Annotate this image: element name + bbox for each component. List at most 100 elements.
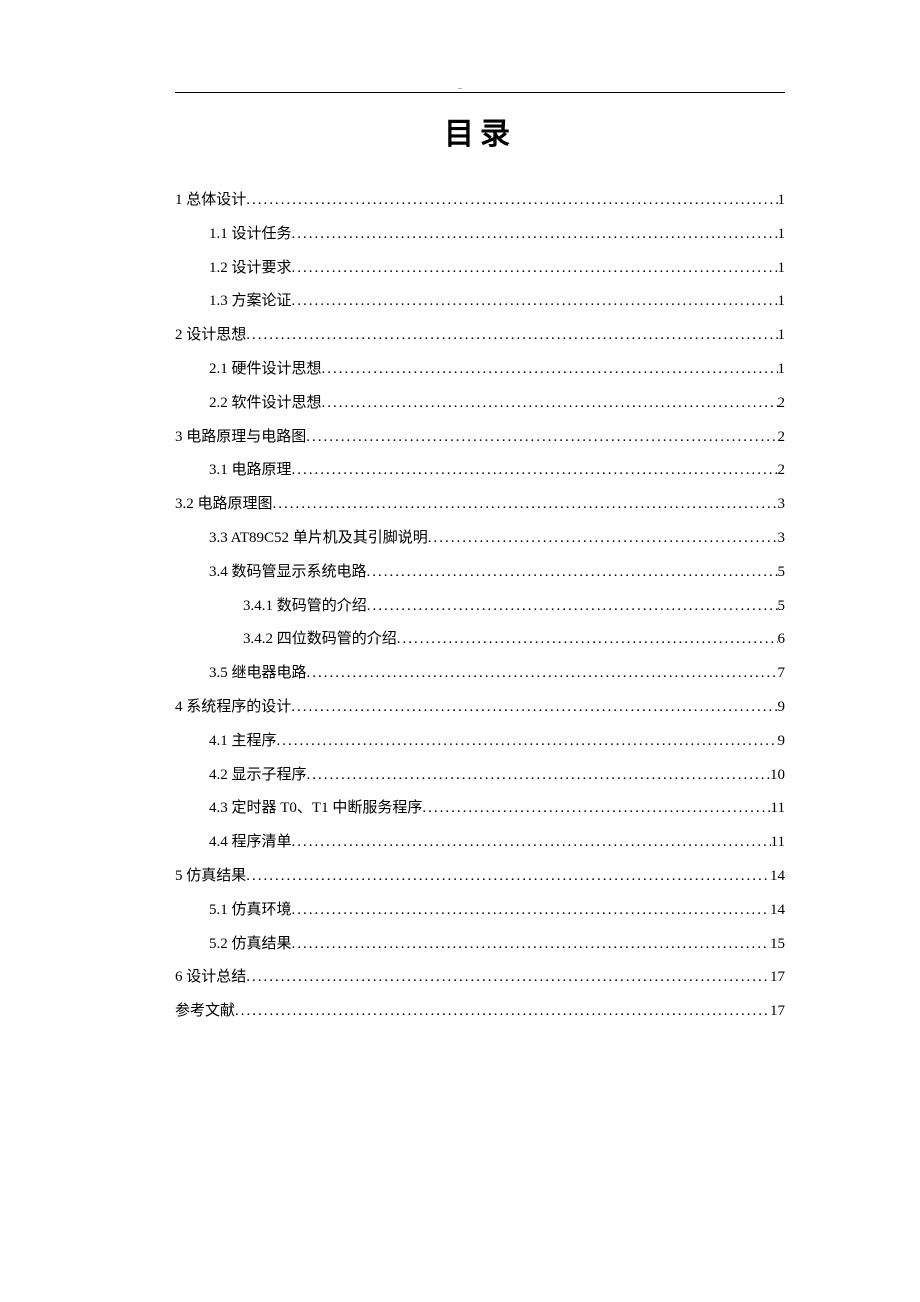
toc-entry-label: 参考文献 <box>175 1004 235 1019</box>
toc-entry: 3.3 AT89C52 单片机及其引脚说明 3 <box>175 531 785 546</box>
toc-leader-dots <box>292 903 770 918</box>
toc-entry-page: 3 <box>778 531 786 546</box>
header-rule <box>175 92 785 93</box>
toc-leader-dots <box>235 1004 770 1019</box>
toc-entry: 1.1 设计任务 1 <box>175 227 785 242</box>
toc-entry: 1.3 方案论证 1 <box>175 294 785 309</box>
toc-entry-page: 1 <box>778 294 786 309</box>
toc-entry-label: 2.1 硬件设计思想 <box>209 362 322 377</box>
toc-entry-label: 2.2 软件设计思想 <box>209 396 322 411</box>
toc-leader-dots <box>277 734 778 749</box>
toc-entry-label: 3.4.2 四位数码管的介绍 <box>243 632 397 647</box>
toc-entry: 1.2 设计要求 1 <box>175 261 785 276</box>
toc-entry-label: 1.1 设计任务 <box>209 227 292 242</box>
toc-leader-dots <box>292 294 778 309</box>
toc-entry: 3.5 继电器电路 7 <box>175 666 785 681</box>
toc-entry-page: 3 <box>778 497 786 512</box>
toc-entry: 5.2 仿真结果 15 <box>175 937 785 952</box>
toc-entry-page: 1 <box>778 261 786 276</box>
toc-leader-dots <box>367 565 778 580</box>
toc-entry-page: 11 <box>771 801 785 816</box>
toc-entry-page: 2 <box>778 396 786 411</box>
toc-entry-label: 3.1 电路原理 <box>209 463 292 478</box>
toc-entry: 3.4.2 四位数码管的介绍 6 <box>175 632 785 647</box>
toc-leader-dots <box>246 193 777 208</box>
toc-leader-dots <box>397 632 778 647</box>
toc-entry-page: 1 <box>778 362 786 377</box>
toc-entry-page: 14 <box>770 903 785 918</box>
toc-entry: 1 总体设计 1 <box>175 193 785 208</box>
toc-leader-dots <box>428 531 778 546</box>
toc-entry-page: 6 <box>778 632 786 647</box>
toc-entry-page: 15 <box>770 937 785 952</box>
toc-entry-label: 4.4 程序清单 <box>209 835 292 850</box>
toc-leader-dots <box>292 227 778 242</box>
toc-leader-dots <box>422 801 770 816</box>
toc-leader-dots <box>322 362 778 377</box>
header-mark: .. <box>458 82 462 91</box>
toc-entry-page: 5 <box>778 565 786 580</box>
toc-entry-page: 14 <box>770 869 785 884</box>
toc-entry-label: 3 电路原理与电路图 <box>175 430 306 445</box>
toc-leader-dots <box>292 937 770 952</box>
toc-entry: 3.4.1 数码管的介绍 5 <box>175 599 785 614</box>
toc-entry: 3 电路原理与电路图 2 <box>175 430 785 445</box>
toc-entry-page: 2 <box>778 430 786 445</box>
toc-entry-page: 1 <box>778 227 786 242</box>
toc-entry: 5 仿真结果 14 <box>175 869 785 884</box>
toc-entry-page: 17 <box>770 970 785 985</box>
toc-entry-page: 10 <box>770 768 785 783</box>
toc-entry: 3.4 数码管显示系统电路 5 <box>175 565 785 580</box>
toc-entry-page: 2 <box>778 463 786 478</box>
toc-entry: 参考文献17 <box>175 1004 785 1019</box>
toc-entry-label: 1 总体设计 <box>175 193 246 208</box>
toc-entry: 4 系统程序的设计 9 <box>175 700 785 715</box>
toc-entry-label: 1.2 设计要求 <box>209 261 292 276</box>
toc-entry: 6 设计总结 17 <box>175 970 785 985</box>
toc-entry-page: 11 <box>771 835 785 850</box>
toc-leader-dots <box>367 599 778 614</box>
toc-entry: 4.1 主程序 9 <box>175 734 785 749</box>
toc-entry: 2 设计思想 1 <box>175 328 785 343</box>
toc-leader-dots <box>292 261 778 276</box>
toc-leader-dots <box>322 396 778 411</box>
toc-entry-label: 3.4.1 数码管的介绍 <box>243 599 367 614</box>
page-title: 目录 <box>175 109 785 153</box>
toc-leader-dots <box>246 970 770 985</box>
toc-entry: 3.1 电路原理 2 <box>175 463 785 478</box>
toc-leader-dots <box>292 463 778 478</box>
toc-entry: 4.4 程序清单 11 <box>175 835 785 850</box>
toc-entry: 4.2 显示子程序 10 <box>175 768 785 783</box>
toc-entry-page: 7 <box>778 666 786 681</box>
toc-leader-dots <box>291 700 777 715</box>
toc-leader-dots <box>307 666 778 681</box>
toc-entry-page: 9 <box>778 734 786 749</box>
toc-entry: 4.3 定时器 T0、T1 中断服务程序 11 <box>175 801 785 816</box>
toc-entry-label: 3.2 电路原理图 <box>175 497 273 512</box>
toc-entry-page: 5 <box>778 599 786 614</box>
toc-entry-label: 4.2 显示子程序 <box>209 768 307 783</box>
toc-leader-dots <box>292 835 771 850</box>
toc-entry: 2.1 硬件设计思想 1 <box>175 362 785 377</box>
toc-entry-page: 1 <box>778 193 786 208</box>
toc-entry-label: 1.3 方案论证 <box>209 294 292 309</box>
toc-entry-label: 4 系统程序的设计 <box>175 700 291 715</box>
table-of-contents: 1 总体设计11.1 设计任务 11.2 设计要求 11.3 方案论证 12 设… <box>175 193 785 1019</box>
toc-entry-label: 5.2 仿真结果 <box>209 937 292 952</box>
toc-entry-label: 5 仿真结果 <box>175 869 246 884</box>
toc-entry: 2.2 软件设计思想 2 <box>175 396 785 411</box>
toc-leader-dots <box>246 869 770 884</box>
toc-leader-dots <box>246 328 777 343</box>
toc-entry-label: 3.3 AT89C52 单片机及其引脚说明 <box>209 531 428 546</box>
toc-entry-label: 3.4 数码管显示系统电路 <box>209 565 367 580</box>
toc-leader-dots <box>273 497 778 512</box>
toc-entry-label: 3.5 继电器电路 <box>209 666 307 681</box>
toc-entry: 5.1 仿真环境14 <box>175 903 785 918</box>
toc-entry-label: 4.3 定时器 T0、T1 中断服务程序 <box>209 801 422 816</box>
document-page: .. 目录 1 总体设计11.1 设计任务 11.2 设计要求 11.3 方案论… <box>0 0 920 1302</box>
toc-entry: 3.2 电路原理图 3 <box>175 497 785 512</box>
toc-entry-label: 4.1 主程序 <box>209 734 277 749</box>
toc-entry-page: 1 <box>778 328 786 343</box>
toc-entry-label: 6 设计总结 <box>175 970 246 985</box>
toc-entry-label: 2 设计思想 <box>175 328 246 343</box>
